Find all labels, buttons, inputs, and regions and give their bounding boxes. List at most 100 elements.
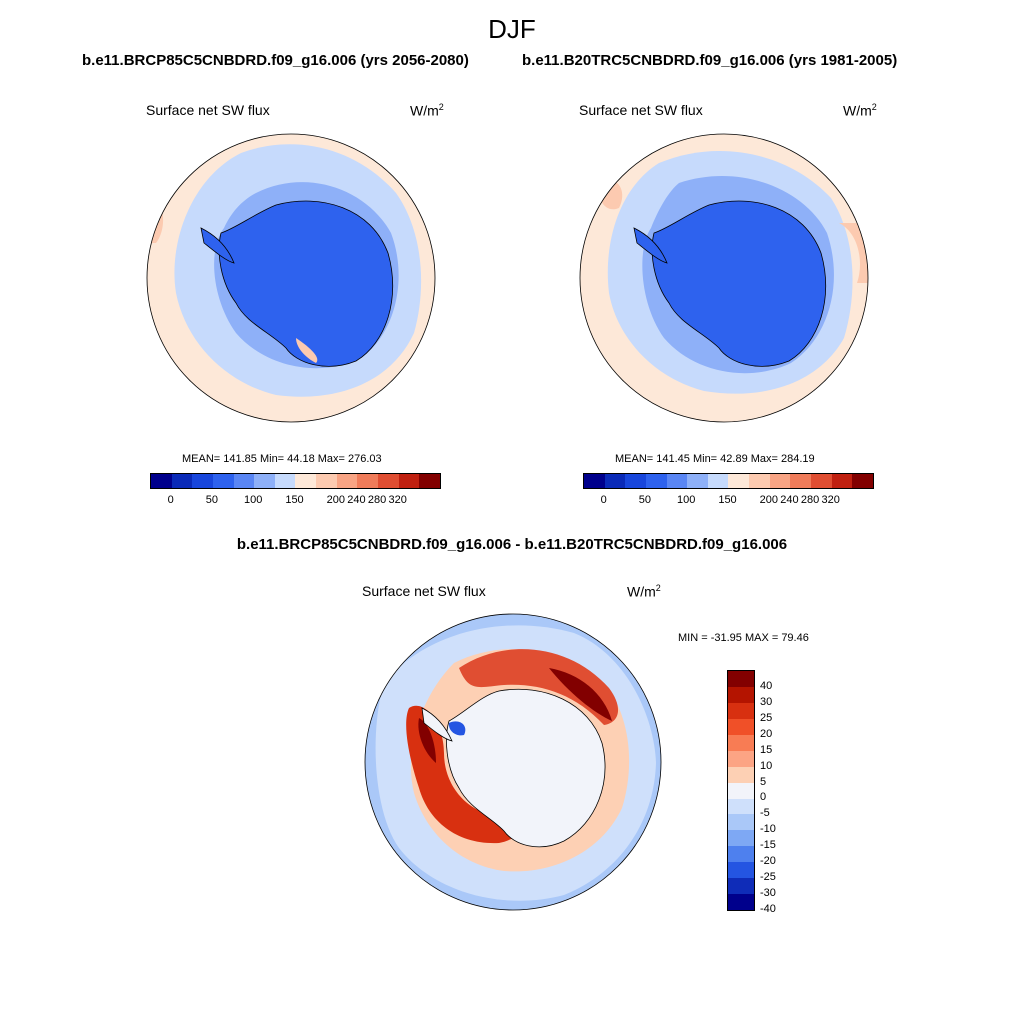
colorbar-swatch — [728, 830, 754, 847]
panel1-stats: MEAN= 141.85 Min= 44.18 Max= 276.03 — [182, 453, 382, 465]
colorbar-tick-label: 50 — [638, 494, 652, 506]
colorbar-tick-label: 5 — [760, 775, 767, 788]
colorbar-swatch — [687, 474, 708, 488]
map-boundary — [579, 133, 869, 423]
colorbar-tick-label: 50 — [205, 494, 219, 506]
map-boundary — [146, 133, 436, 423]
colorbar-swatch — [790, 474, 812, 488]
left-case-title: b.e11.BRCP85C5CNBDRD.f09_g16.006 (yrs 20… — [82, 52, 469, 69]
colorbar-swatch — [212, 474, 234, 488]
colorbar-swatch — [728, 814, 754, 831]
colorbar-swatch — [728, 686, 754, 703]
colorbar-tick-label: 0 — [760, 791, 767, 804]
colorbar-tick-label: -40 — [760, 903, 776, 915]
colorbar-swatch — [769, 474, 791, 488]
colorbar-swatch — [398, 474, 420, 488]
antarctic-peninsula — [200, 227, 235, 264]
colorbar-swatch — [419, 474, 440, 488]
colorbar-swatch — [584, 474, 605, 488]
panel1-var-label: Surface net SW flux — [146, 102, 270, 118]
colorbar-swatch — [274, 474, 296, 488]
panel2-colorbar-ticks: 0 50 100 150 200 240 280 320 — [583, 494, 872, 508]
colorbar-swatch — [192, 474, 213, 488]
colorbar-swatch — [295, 474, 317, 488]
panel1-map — [146, 133, 436, 423]
colorbar-tick-label: 100 — [244, 494, 263, 506]
colorbar-swatch — [666, 474, 688, 488]
colorbar-swatch — [171, 474, 193, 488]
colorbar-swatch — [645, 474, 667, 488]
colorbar-swatch — [728, 862, 754, 879]
colorbar-tick-label: 240 — [347, 494, 366, 506]
panel3-map — [364, 613, 662, 911]
colorbar-swatch — [604, 474, 626, 488]
colorbar-swatch — [831, 474, 853, 488]
panel1-colorbar — [150, 473, 441, 489]
colorbar-swatch — [707, 474, 729, 488]
colorbar-swatch — [728, 718, 754, 735]
figure-title: DJF — [488, 14, 536, 44]
positive-anomaly-west — [406, 705, 521, 844]
colorbar-swatch — [378, 474, 399, 488]
colorbar-swatch — [728, 702, 754, 719]
colorbar-swatch — [625, 474, 646, 488]
colorbar-tick-label: 0 — [167, 494, 174, 506]
colorbar-tick-label: 240 — [780, 494, 799, 506]
colorbar-tick-label: -10 — [760, 823, 776, 836]
colorbar-swatch — [233, 474, 255, 488]
colorbar-swatch — [728, 750, 754, 767]
panel3-var-label: Surface net SW flux — [362, 583, 486, 599]
colorbar-tick-label: 280 — [367, 494, 387, 506]
colorbar-tick-label: 30 — [760, 695, 773, 708]
colorbar-tick-label: 320 — [388, 494, 407, 506]
colorbar-tick-label: -20 — [760, 855, 776, 868]
panel2-var-label: Surface net SW flux — [579, 102, 703, 118]
antarctic-peninsula — [633, 227, 668, 264]
antarctica-continent — [446, 688, 606, 848]
colorbar-tick-label: 100 — [677, 494, 696, 506]
right-case-title: b.e11.B20TRC5CNBDRD.f09_g16.006 (yrs 198… — [522, 52, 898, 69]
colorbar-tick-label: 200 — [759, 494, 778, 506]
colorbar-tick-label: 0 — [600, 494, 607, 506]
difference-title: b.e11.BRCP85C5CNBDRD.f09_g16.006 - b.e11… — [236, 536, 788, 553]
colorbar-swatch — [811, 474, 832, 488]
colorbar-swatch — [728, 474, 750, 488]
colorbar-tick-label: 200 — [326, 494, 345, 506]
colorbar-tick-label: -25 — [760, 871, 776, 884]
positive-anomaly-north — [459, 649, 619, 725]
colorbar-tick-label: 10 — [760, 759, 773, 772]
panel2-colorbar — [583, 473, 874, 489]
colorbar-tick-label: 40 — [760, 679, 773, 692]
colorbar-tick-label: -15 — [760, 839, 776, 852]
colorbar-swatch — [728, 671, 754, 687]
colorbar-swatch — [336, 474, 358, 488]
colorbar-tick-label: 280 — [800, 494, 820, 506]
colorbar-tick-label: -30 — [760, 887, 776, 900]
panel3-units: W/m2 — [627, 583, 661, 600]
panel2-map — [579, 133, 869, 423]
colorbar-tick-label: -5 — [760, 807, 770, 820]
colorbar-tick-label: 150 — [718, 494, 737, 506]
colorbar-swatch — [357, 474, 379, 488]
colorbar-swatch — [749, 474, 770, 488]
colorbar-tick-label: 20 — [760, 727, 773, 740]
colorbar-swatch — [852, 474, 873, 488]
colorbar-swatch — [151, 474, 172, 488]
map-boundary — [364, 613, 662, 911]
colorbar-swatch — [728, 734, 754, 751]
colorbar-swatch — [728, 798, 754, 815]
panel2-stats: MEAN= 141.45 Min= 42.89 Max= 284.19 — [615, 453, 815, 465]
antarctic-peninsula — [421, 707, 453, 742]
colorbar-tick-label: 320 — [821, 494, 840, 506]
colorbar-swatch — [316, 474, 337, 488]
colorbar-swatch — [728, 766, 754, 783]
colorbar-swatch — [728, 782, 754, 799]
panel1-colorbar-ticks: 0 50 100 150 200 240 280 320 — [150, 494, 439, 508]
colorbar-tick-label: 15 — [760, 743, 773, 756]
panel3-colorbar — [727, 670, 755, 911]
colorbar-tick-label: 150 — [285, 494, 304, 506]
colorbar-swatch — [254, 474, 275, 488]
panel1-units: W/m2 — [410, 102, 444, 119]
colorbar-swatch — [728, 846, 754, 863]
panel2-units: W/m2 — [843, 102, 877, 119]
